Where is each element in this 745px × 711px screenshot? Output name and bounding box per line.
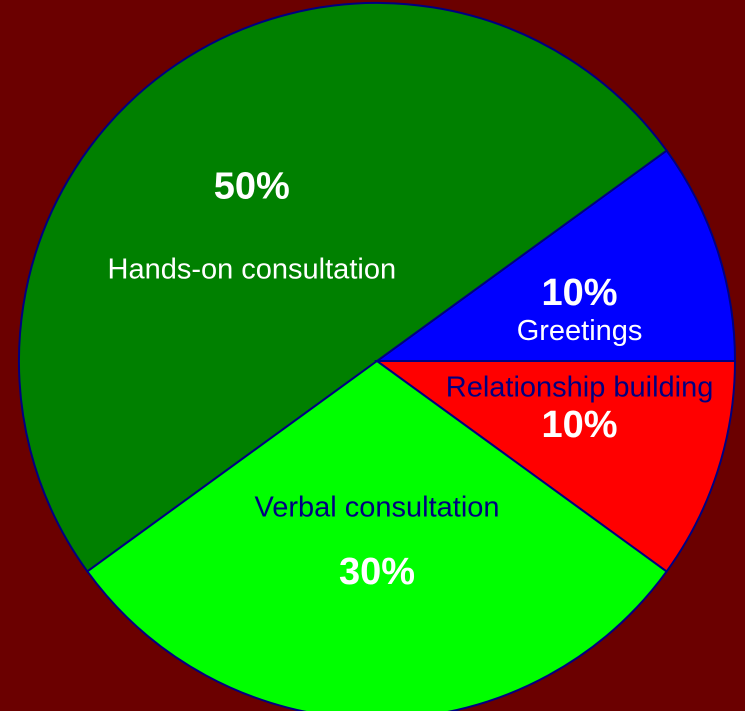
slice-name: Hands-on consultation: [108, 253, 397, 285]
slice-name: Greetings: [517, 315, 643, 347]
pie-slice: [85, 359, 669, 711]
pie-slice: [373, 149, 737, 362]
slice-percent: 10%: [542, 404, 618, 446]
slice-percent: 30%: [339, 551, 415, 593]
slice-name: Relationship building: [446, 371, 714, 403]
slice-percent: 50%: [214, 166, 290, 208]
pie-slice: [18, 2, 669, 573]
slice-name: Verbal consultation: [254, 492, 499, 524]
slice-percent: 10%: [542, 272, 618, 314]
pie-slice: [373, 360, 737, 573]
